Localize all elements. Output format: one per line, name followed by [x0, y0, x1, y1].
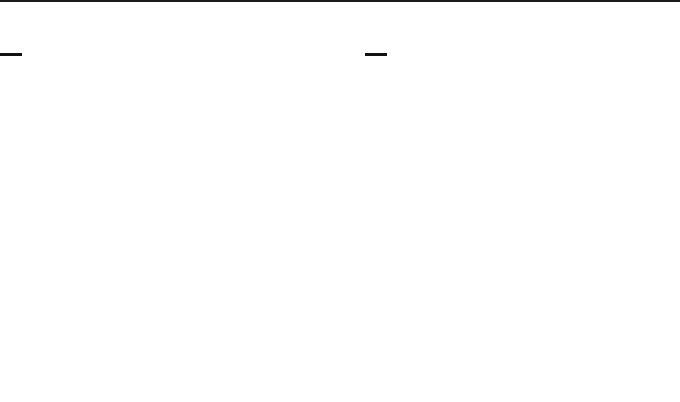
top-rule: [0, 0, 680, 2]
bar-title-tick: [365, 53, 387, 56]
scatter-title-tick: [0, 53, 22, 56]
